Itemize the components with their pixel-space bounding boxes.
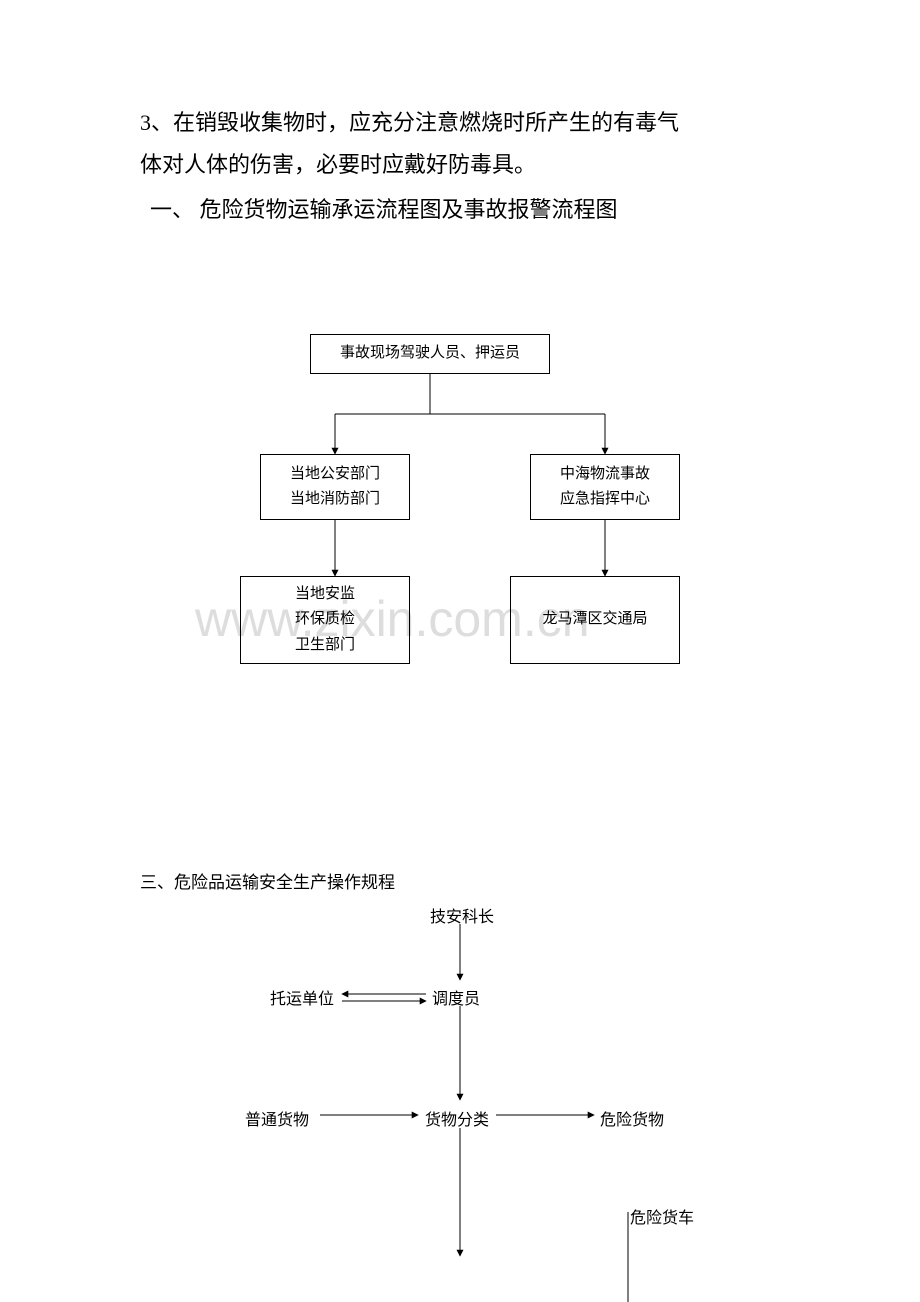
flow1-node-top-line1: 事故现场驾驶人员、押运员: [340, 341, 520, 367]
flow1-node-left1-line1: 当地公安部门: [290, 462, 380, 488]
flow1-node-left2-line3: 卫生部门: [295, 633, 355, 659]
flow2-label-tuoyun: 托运单位: [270, 985, 334, 1009]
flow2-label-weixianche: 危险货车: [630, 1204, 694, 1228]
flow1-node-left1-line2: 当地消防部门: [290, 487, 380, 513]
heading-3: 三、危险品运输安全生产操作规程: [140, 868, 395, 893]
flow1-node-right2-line1: 龙马潭区交通局: [542, 607, 647, 633]
paragraph-line-1: 3、在销毁收集物时，应充分注意燃烧时所产生的有毒气: [140, 102, 679, 144]
flow2-label-diaoduyuan: 调度员: [432, 985, 480, 1009]
flow2-label-fenlei: 货物分类: [425, 1106, 489, 1130]
heading-1: 一、 危险货物运输承运流程图及事故报警流程图: [150, 192, 618, 224]
flow1-node-right1: 中海物流事故 应急指挥中心: [530, 454, 680, 520]
paragraph-line-2: 体对人体的伤害，必要时应戴好防毒具。: [140, 144, 536, 186]
flow2-label-weixian: 危险货物: [600, 1106, 664, 1130]
flow1-node-right1-line1: 中海物流事故: [560, 462, 650, 488]
flow1-node-left2-line1: 当地安监: [295, 582, 355, 608]
flow1-node-right1-line2: 应急指挥中心: [560, 487, 650, 513]
flow1-node-right2: 龙马潭区交通局: [510, 576, 680, 664]
flow2-label-putong: 普通货物: [245, 1106, 309, 1130]
flow1-node-left1: 当地公安部门 当地消防部门: [260, 454, 410, 520]
flow1-node-left2-line2: 环保质检: [295, 607, 355, 633]
flow1-node-left2: 当地安监 环保质检 卫生部门: [240, 576, 410, 664]
flow1-node-top: 事故现场驾驶人员、押运员: [310, 334, 550, 374]
flow2-label-jiankezhang: 技安科长: [430, 903, 494, 927]
